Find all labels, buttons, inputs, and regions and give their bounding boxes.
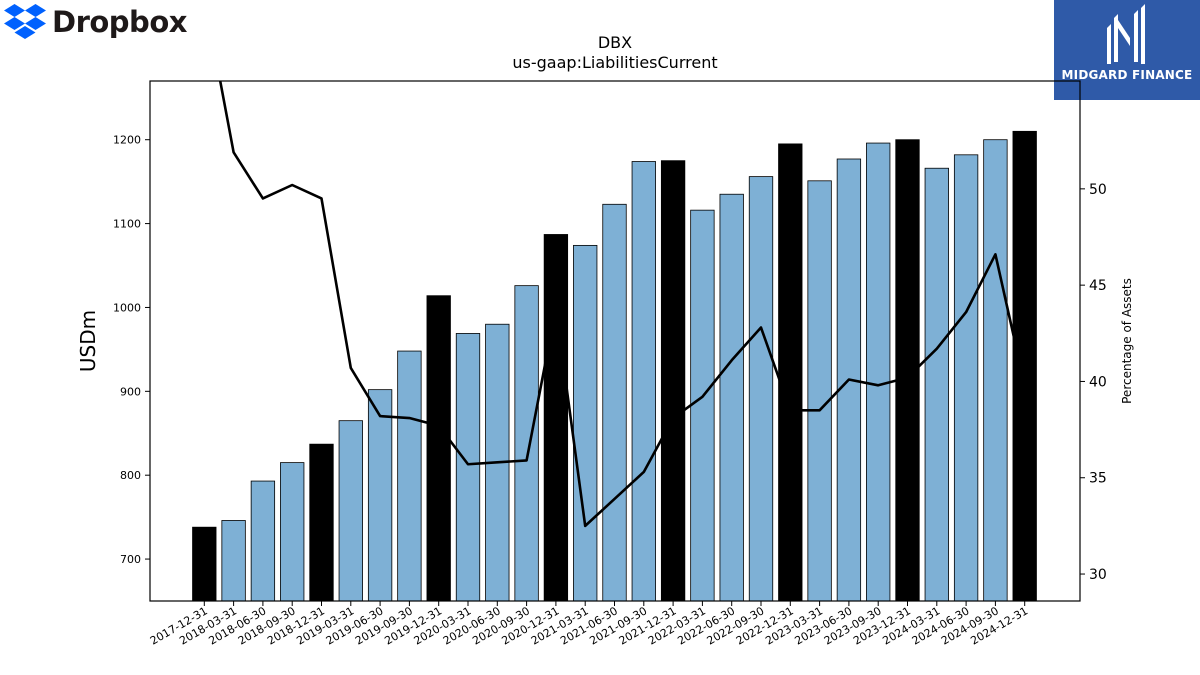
bar-2024-09-30 <box>983 139 1008 601</box>
bar-2022-09-30 <box>748 176 774 601</box>
bar-2023-09-30 <box>866 142 891 601</box>
bar-2019-03-31 <box>338 420 363 601</box>
y2-tick-label: 40 <box>1089 374 1107 390</box>
bar-series <box>192 130 1037 601</box>
chart-title: DBX <box>598 33 632 52</box>
midgard-finance-logo: MIDGARD FINANCE <box>1054 0 1200 100</box>
midgard-wordmark: MIDGARD FINANCE <box>1061 68 1193 82</box>
y2-axis-label: Percentage of Assets <box>1120 278 1134 404</box>
y2-tick-label: 45 <box>1089 278 1107 294</box>
bar-2020-03-31 <box>455 333 481 601</box>
bar-2019-06-30 <box>367 389 393 601</box>
bar-2021-12-31 <box>660 160 686 601</box>
percentage-line <box>218 81 1026 528</box>
bar-2022-12-31 <box>778 143 803 601</box>
y-axis: 700 800 900 1000 1100 1200 <box>113 134 150 566</box>
dropbox-wordmark: Dropbox <box>52 5 187 39</box>
midgard-m-icon <box>1107 4 1145 64</box>
y2-axis: 30 35 40 45 50 <box>1080 182 1107 583</box>
y2-tick-label: 35 <box>1089 471 1107 487</box>
bar-2024-06-30 <box>953 154 979 601</box>
y-tick-label: 900 <box>120 385 141 398</box>
y-tick-label: 1100 <box>113 218 141 231</box>
chart-subtitle: us-gaap:LiabilitiesCurrent <box>512 53 717 72</box>
bar-2018-03-31 <box>221 520 246 601</box>
bar-2018-09-30 <box>280 462 305 601</box>
y2-tick-label: 30 <box>1089 567 1107 583</box>
bar-2019-09-30 <box>397 350 422 601</box>
y-tick-label: 1200 <box>113 134 141 147</box>
y2-tick-label: 50 <box>1089 182 1107 198</box>
bar-2024-03-31 <box>924 167 949 601</box>
y-tick-label: 800 <box>120 469 141 482</box>
line-series <box>218 81 1026 528</box>
bar-2022-03-31 <box>690 209 715 601</box>
bar-2021-03-31 <box>573 244 598 601</box>
bar-2018-06-30 <box>250 480 276 601</box>
bar-2023-03-31 <box>807 180 832 601</box>
bar-2020-12-31 <box>543 234 569 601</box>
bar-2018-12-31 <box>309 443 334 601</box>
bar-2023-12-31 <box>895 139 920 601</box>
bar-2024-12-31 <box>1012 130 1037 601</box>
y-tick-label: 700 <box>120 553 141 566</box>
dropbox-logo: Dropbox <box>4 4 187 40</box>
bar-2021-09-30 <box>631 161 656 601</box>
bar-2022-06-30 <box>719 193 744 601</box>
bar-2017-12-31 <box>192 526 217 601</box>
bar-2020-09-30 <box>514 285 539 601</box>
y-tick-label: 1000 <box>113 301 141 314</box>
y-axis-label: USDm <box>76 310 100 372</box>
dropbox-box-icon <box>4 4 46 39</box>
bar-2021-06-30 <box>602 203 627 601</box>
bar-2019-12-31 <box>426 295 451 601</box>
x-axis: 2017-12-312018-03-312018-06-302018-09-30… <box>148 601 1030 648</box>
